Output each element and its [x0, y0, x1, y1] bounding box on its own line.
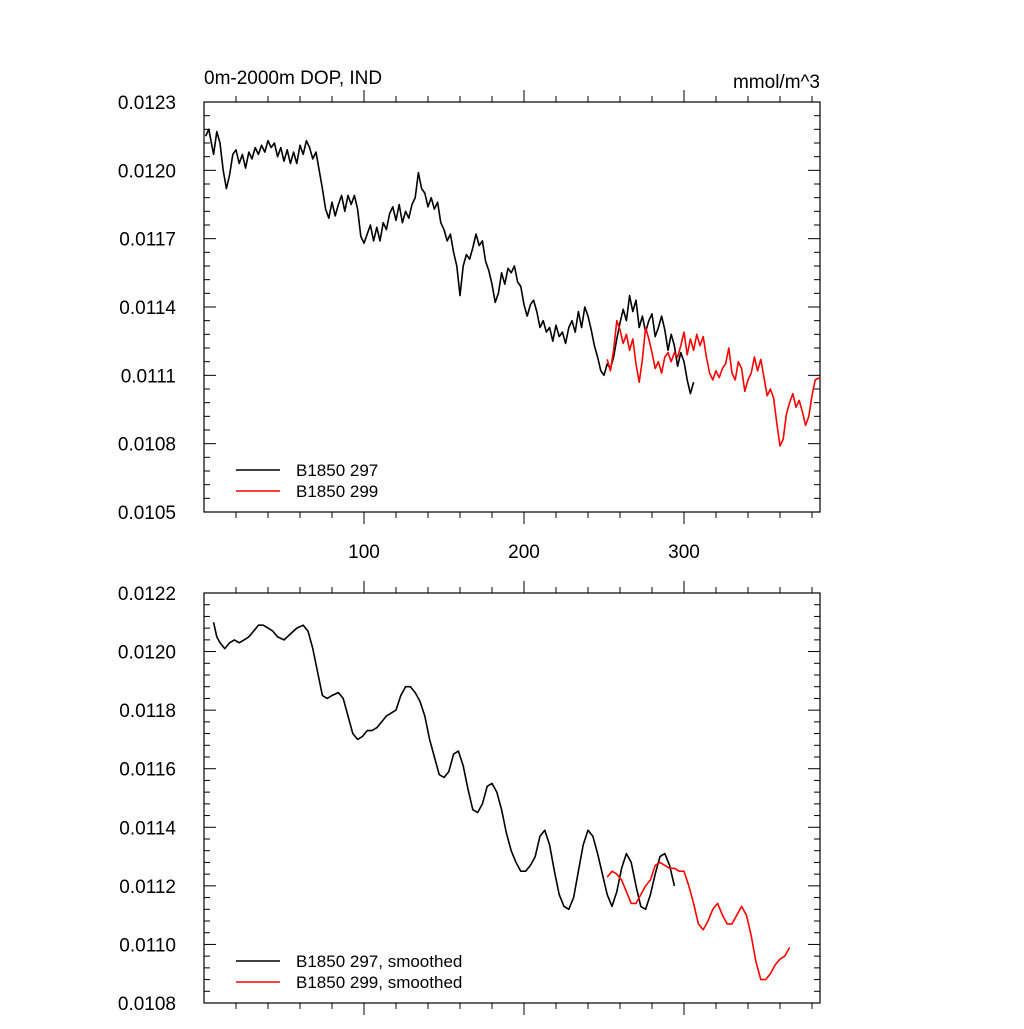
x-tick-label: 100	[348, 542, 380, 563]
units-label: mmol/m^3	[733, 72, 820, 93]
y-tick-label: 0.0114	[119, 818, 176, 839]
y-tick-label: 0.0117	[119, 230, 176, 251]
y-tick-label: 0.0122	[118, 584, 176, 605]
legend-label-2: B1850 299, smoothed	[296, 973, 462, 992]
x-tick-label: 300	[668, 542, 700, 563]
legend-label-1: B1850 297	[296, 461, 378, 480]
legend-label-1: B1850 297, smoothed	[296, 952, 462, 971]
y-tick-label: 0.0108	[118, 435, 176, 456]
chart-panel-2: 0.0108 0.0110 0.0112 0.0114 0.0116 0.0118 0.01…	[118, 581, 821, 1015]
chart-panel-1: 0.0105 0.0108 0.0111 0.0114 0.0117 0.0120 0.01…	[118, 68, 821, 563]
y-tick-label: 0.0120	[118, 161, 176, 182]
series-line-2	[606, 319, 821, 447]
y-tick-label: 0.0108	[118, 994, 176, 1015]
series-line-2	[606, 861, 791, 981]
y-tick-label: 0.0118	[119, 701, 176, 722]
y-tick-label: 0.0123	[118, 93, 176, 114]
y-tick-label: 0.0110	[119, 935, 176, 956]
series-line-1	[204, 128, 695, 395]
y-tick-label: 0.0116	[119, 760, 176, 781]
series-line-1	[212, 622, 676, 911]
y-tick-label: 0.0120	[118, 643, 176, 664]
chart-title: 0m-2000m DOP, IND	[204, 68, 382, 89]
plot-frame	[203, 592, 821, 1004]
y-tick-label: 0.0114	[119, 298, 176, 319]
y-tick-label: 0.0105	[118, 503, 176, 524]
legend-label-2: B1850 299	[296, 482, 378, 501]
x-tick-label: 200	[508, 542, 540, 563]
y-tick-label: 0.0112	[119, 877, 176, 898]
y-tick-label: 0.0111	[121, 366, 176, 387]
